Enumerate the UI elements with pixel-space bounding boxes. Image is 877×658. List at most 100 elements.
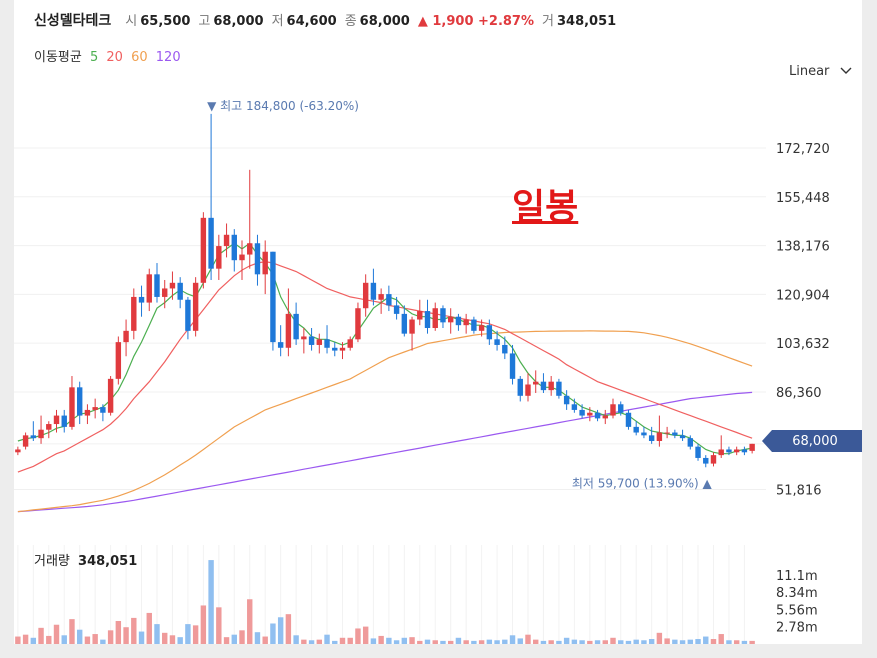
candle xyxy=(424,299,431,334)
candle-body xyxy=(633,426,639,433)
volume-bar xyxy=(409,637,415,644)
scale-dropdown-label: Linear xyxy=(789,64,830,79)
volume-bar xyxy=(486,639,493,644)
candle xyxy=(200,212,207,289)
candle-body xyxy=(339,347,346,351)
candle-body xyxy=(579,409,585,416)
volume-bar xyxy=(656,632,663,644)
volume-bar xyxy=(633,639,639,644)
volume-bar xyxy=(733,640,740,644)
candle xyxy=(602,409,608,425)
candle xyxy=(61,409,67,433)
volume-bar xyxy=(146,612,152,644)
candle-body xyxy=(200,217,207,283)
volume-bar xyxy=(703,636,709,644)
volume-bar xyxy=(308,640,315,644)
volume-bar xyxy=(247,599,253,644)
candle-body xyxy=(370,282,377,300)
candle-body xyxy=(254,243,261,275)
candle-body xyxy=(587,412,593,416)
volume-bar xyxy=(509,635,516,644)
candle xyxy=(123,319,129,357)
candle-body xyxy=(15,449,21,453)
volume-bar xyxy=(494,640,500,644)
candle xyxy=(641,426,647,439)
close-label: 종 xyxy=(344,14,357,29)
candle-body xyxy=(424,311,431,329)
candle xyxy=(533,370,539,393)
volume-bar xyxy=(84,636,91,644)
volume-bar xyxy=(332,640,338,644)
price-chart[interactable]: 51,816 86,360 103,632 120,904 138,176 155,448… xyxy=(14,0,862,644)
volume-tick-label: 8.34m xyxy=(776,586,818,601)
candle-body xyxy=(192,282,199,331)
candle xyxy=(571,398,578,413)
candle-body xyxy=(355,308,361,340)
volume-bar xyxy=(610,637,616,644)
volume-bar xyxy=(185,624,191,644)
chevron-down-icon xyxy=(840,67,852,74)
candle-body xyxy=(378,294,384,300)
volume-bar xyxy=(107,630,114,644)
volume-bar xyxy=(316,639,323,644)
candle xyxy=(30,421,37,441)
candle-body xyxy=(556,381,562,396)
annotations: ▼ 최고 184,800 (-63.20%) 최저 59,700 (13.90%)… xyxy=(207,99,712,490)
candle-body xyxy=(664,432,670,434)
ma120-line xyxy=(17,391,753,513)
candle xyxy=(277,325,284,357)
candle xyxy=(138,285,145,317)
candle-body xyxy=(687,438,694,447)
volume-bar xyxy=(417,640,423,644)
ma5-line xyxy=(17,242,753,455)
candle-body xyxy=(146,274,152,303)
candle xyxy=(656,415,663,447)
candle xyxy=(556,378,562,399)
volume-bar xyxy=(115,621,122,644)
candle-body xyxy=(347,339,353,348)
candle xyxy=(378,288,384,314)
candle xyxy=(440,305,446,329)
volume-bar xyxy=(30,637,37,644)
scale-dropdown[interactable]: Linear xyxy=(789,64,852,79)
volume-bar xyxy=(53,624,60,644)
candle xyxy=(285,288,292,357)
candle-body xyxy=(447,316,454,323)
candle-body xyxy=(285,313,292,348)
ma20-line xyxy=(17,260,753,473)
volume-bar xyxy=(478,640,485,644)
candle xyxy=(625,409,632,430)
candle-body xyxy=(324,339,330,348)
candle-body xyxy=(672,432,678,436)
candle xyxy=(247,169,253,269)
candle xyxy=(672,429,678,439)
volume-tick-label: 11.1m xyxy=(776,569,818,584)
candle xyxy=(84,404,91,425)
volume-bar xyxy=(162,632,168,644)
volume-bar xyxy=(154,624,160,644)
volume-bar xyxy=(22,634,29,644)
candle xyxy=(432,302,438,331)
volume-bar xyxy=(749,640,755,644)
moving-average-lines xyxy=(17,242,753,513)
volume-bar xyxy=(386,637,392,644)
low-value: 64,600 xyxy=(286,14,337,29)
candle-body xyxy=(494,339,500,345)
candle xyxy=(610,398,616,419)
candle-body xyxy=(131,296,137,331)
candle xyxy=(563,390,570,410)
y-tick-label: 103,632 xyxy=(776,337,830,352)
candle-body xyxy=(594,412,601,419)
candle xyxy=(69,376,75,430)
volume-bar xyxy=(231,634,237,644)
candle xyxy=(293,302,299,345)
volume-bar xyxy=(471,640,477,644)
candle-body xyxy=(308,336,315,345)
candle xyxy=(362,274,369,317)
moving-average-legend: 이동평균 5 20 60 120 xyxy=(34,46,185,65)
candle xyxy=(107,376,114,416)
volume-bar xyxy=(324,634,330,644)
volume-bar xyxy=(46,635,52,644)
candle-body xyxy=(463,319,469,326)
candle-body xyxy=(478,325,485,331)
